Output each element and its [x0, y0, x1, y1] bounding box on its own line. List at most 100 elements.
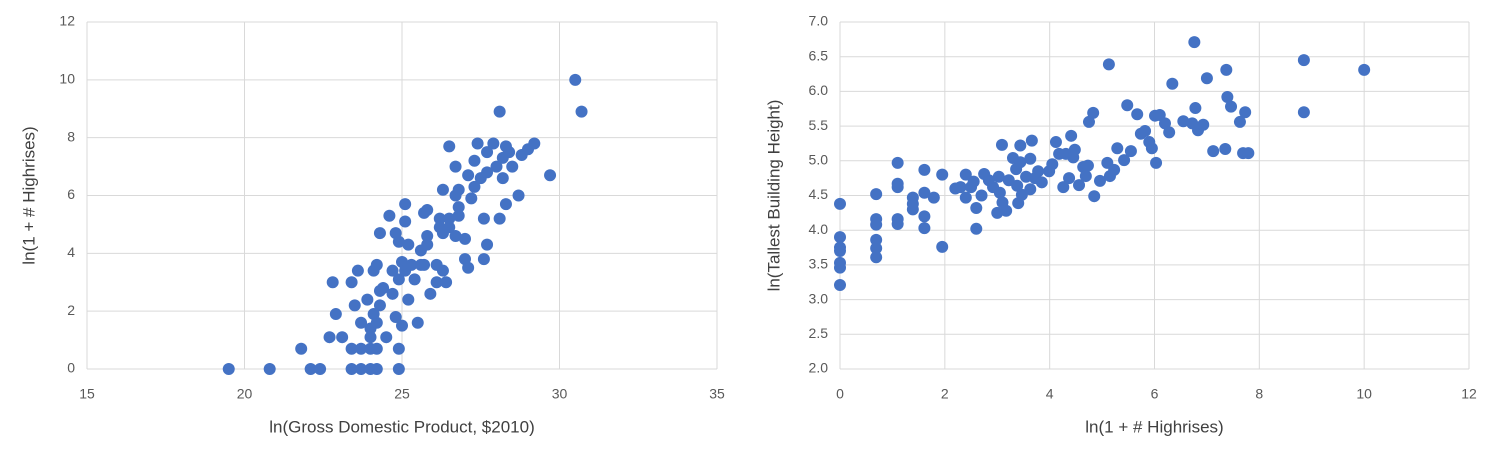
point	[569, 73, 582, 86]
point	[528, 137, 541, 150]
point	[1108, 163, 1121, 176]
y-tick-label: 4	[67, 244, 75, 260]
point	[936, 240, 949, 253]
point	[1219, 143, 1232, 156]
y-tick-label: 12	[59, 13, 75, 29]
point	[975, 189, 988, 202]
point	[959, 191, 972, 204]
point	[452, 209, 465, 222]
point	[1233, 115, 1246, 128]
point	[408, 273, 421, 286]
point	[1297, 54, 1310, 67]
point	[496, 172, 509, 185]
point	[970, 201, 983, 214]
point	[477, 253, 490, 266]
point	[1200, 72, 1213, 85]
point	[462, 261, 475, 274]
point	[452, 201, 465, 214]
point	[1242, 147, 1255, 160]
point	[967, 175, 980, 188]
point	[1088, 190, 1101, 203]
point	[405, 258, 418, 271]
point	[1049, 136, 1062, 149]
y-tick-label: 4.0	[809, 221, 829, 237]
point	[1297, 106, 1310, 119]
point	[471, 137, 484, 150]
point	[544, 169, 557, 182]
point	[377, 282, 390, 295]
y-tick-label: 4.5	[809, 186, 829, 202]
x-tick-label: 4	[1046, 386, 1054, 402]
y-tick-label: 2	[67, 302, 75, 318]
point	[1220, 63, 1233, 76]
point	[326, 276, 339, 289]
point	[834, 197, 846, 210]
y-axis-title: ln(1 + # Highrises)	[19, 126, 38, 264]
point	[370, 363, 383, 375]
point	[834, 279, 846, 292]
point	[1145, 142, 1158, 155]
point	[370, 342, 383, 355]
point	[1011, 179, 1024, 192]
point	[386, 264, 399, 277]
point	[918, 163, 931, 176]
point	[870, 218, 883, 231]
point	[304, 363, 317, 375]
point	[323, 331, 336, 344]
y-tick-label: 2.0	[809, 360, 829, 376]
point	[1024, 183, 1037, 196]
point	[314, 363, 327, 375]
x-tick-label: 20	[237, 386, 253, 402]
point	[433, 212, 446, 225]
point	[891, 181, 904, 194]
point	[411, 316, 424, 329]
point	[345, 363, 358, 375]
point	[1057, 181, 1070, 194]
point	[1131, 108, 1144, 121]
point	[834, 231, 846, 244]
point	[487, 137, 500, 150]
point	[443, 140, 456, 153]
x-axis-title: ln(Gross Domestic Product, $2010)	[269, 417, 535, 436]
point	[1121, 99, 1134, 112]
point	[506, 160, 519, 173]
point	[870, 233, 883, 246]
point	[970, 222, 983, 235]
point	[1082, 115, 1095, 128]
point	[477, 212, 490, 225]
point	[1046, 158, 1059, 171]
point	[329, 308, 342, 321]
point	[222, 363, 235, 375]
point	[468, 180, 481, 193]
point	[1068, 143, 1081, 156]
point	[512, 189, 525, 202]
point	[490, 160, 503, 173]
y-axis-title: ln(Tallest Building Height)	[764, 100, 783, 292]
point	[1166, 77, 1179, 90]
point	[383, 209, 396, 222]
point	[1087, 106, 1100, 119]
point	[834, 245, 846, 258]
point	[443, 221, 456, 234]
point	[1150, 156, 1163, 169]
point	[1093, 174, 1106, 187]
point	[392, 363, 405, 375]
y-tick-label: 3.0	[809, 290, 829, 306]
point	[1239, 106, 1252, 119]
point	[361, 293, 374, 306]
point	[1221, 90, 1234, 103]
point	[351, 264, 364, 277]
x-tick-label: 2	[941, 386, 949, 402]
point	[421, 203, 434, 216]
point	[355, 316, 368, 329]
point	[465, 192, 478, 205]
point	[386, 287, 399, 300]
x-tick-label: 30	[552, 386, 568, 402]
point	[424, 287, 437, 300]
point	[870, 188, 883, 201]
x-tick-label: 35	[709, 386, 725, 402]
point	[1024, 152, 1037, 165]
x-tick-label: 25	[394, 386, 410, 402]
point	[336, 331, 349, 344]
point	[1032, 165, 1045, 178]
